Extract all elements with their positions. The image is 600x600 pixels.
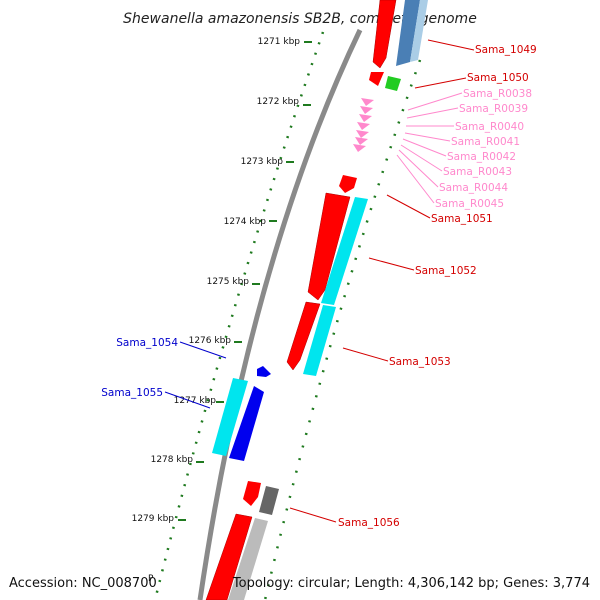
gene-trna-glyph[interactable] [357,122,370,130]
gene-label-sama-1052[interactable]: Sama_1052 [415,265,477,277]
gene-label-sama-r0038[interactable]: Sama_R0038 [463,88,532,100]
gene-label-sama-r0044[interactable]: Sama_R0044 [439,182,508,194]
gene-label-sama-1050[interactable]: Sama_1050 [467,72,529,84]
gene-cyan-glyph[interactable] [303,305,336,376]
leader-lines [164,39,475,523]
tick-label: 1272 kbp [257,97,300,107]
feature-track-dots [263,59,422,600]
gene-green-glyph[interactable] [385,76,401,91]
leader-line [400,144,443,172]
gene-label-sama-r0042[interactable]: Sama_R0042 [447,151,516,163]
leader-line [342,347,389,362]
gene-labels: Sama_1049 Sama_1050 Sama_R0038 Sama_R003… [101,44,536,529]
gene-trna-glyph[interactable] [359,114,372,122]
gene-sama-1051-glyph[interactable] [339,175,357,193]
gene-trna-glyph[interactable] [361,98,374,106]
leader-line [414,77,467,89]
gene-label-sama-1053[interactable]: Sama_1053 [389,356,451,368]
gene-red-glyph[interactable] [205,513,253,600]
leader-line [396,154,435,204]
gene-label-sama-1054[interactable]: Sama_1054 [116,337,178,349]
tick-label: 1276 kbp [189,336,232,346]
gene-sama-1056-glyph[interactable] [243,481,261,506]
gene-label-sama-1055[interactable]: Sama_1055 [101,387,163,399]
leader-line [407,92,463,111]
tick-label: 1271 kbp [258,37,301,47]
leader-line [404,132,451,142]
gene-lightgray-glyph[interactable] [228,518,268,600]
gene-sama-1055-glyph[interactable] [229,386,264,461]
tick-label: 1279 kbp [132,514,175,524]
tick-label: 1278 kbp [151,455,194,465]
gene-label-sama-r0039[interactable]: Sama_R0039 [459,103,528,115]
gene-sama-1049-partner-glyph[interactable] [396,0,420,66]
gene-cyan-glyph[interactable] [212,378,248,456]
gene-label-sama-1056[interactable]: Sama_1056 [338,517,400,529]
genome-backbone [197,28,363,600]
tick-label: 1275 kbp [207,277,250,287]
tick-label: 1277 kbp [174,396,217,406]
leader-line [164,391,211,409]
leader-line [406,107,459,119]
gene-shadow [410,0,428,62]
gene-sama-1054-glyph[interactable] [257,366,271,377]
leader-line [179,341,227,359]
gene-label-sama-1051[interactable]: Sama_1051 [431,213,493,225]
gene-glyphs [205,0,428,600]
gene-sama-1053-glyph[interactable] [286,301,321,371]
leader-line [427,39,475,51]
leader-line [398,149,439,188]
leader-line [368,257,415,271]
gene-cyan-glyph[interactable] [321,197,368,305]
gene-label-sama-r0040[interactable]: Sama_R0040 [455,121,524,133]
gene-trna-glyph[interactable] [353,144,366,152]
accession-mark: P [148,574,154,584]
leader-line [402,138,447,157]
gene-trna-glyph[interactable] [355,137,368,145]
gene-sama-1049-glyph[interactable] [372,0,397,69]
gene-trna-glyph[interactable] [360,106,373,114]
gene-sama-1052-glyph[interactable] [307,192,351,301]
tick-label: 1273 kbp [241,157,284,167]
gene-label-sama-r0041[interactable]: Sama_R0041 [451,136,520,148]
gene-sama-1050-glyph[interactable] [369,72,384,86]
leader-line [289,507,337,523]
gene-label-sama-r0043[interactable]: Sama_R0043 [443,166,512,178]
accession-text: Accession: NC_008700 [9,576,157,591]
topology-text: Topology: circular; Length: 4,306,142 bp… [232,576,590,591]
leader-line [386,194,431,219]
gene-trna-glyph[interactable] [356,130,369,138]
gene-label-sama-r0045[interactable]: Sama_R0045 [435,198,504,210]
kbp-ticks: 1271 kbp 1272 kbp 1273 kbp 1274 kbp 1275… [132,37,312,524]
tick-label: 1274 kbp [224,217,267,227]
kbp-ruler [153,31,325,600]
gene-gray-glyph[interactable] [259,486,279,515]
gene-label-sama-1049[interactable]: Sama_1049 [475,44,537,56]
